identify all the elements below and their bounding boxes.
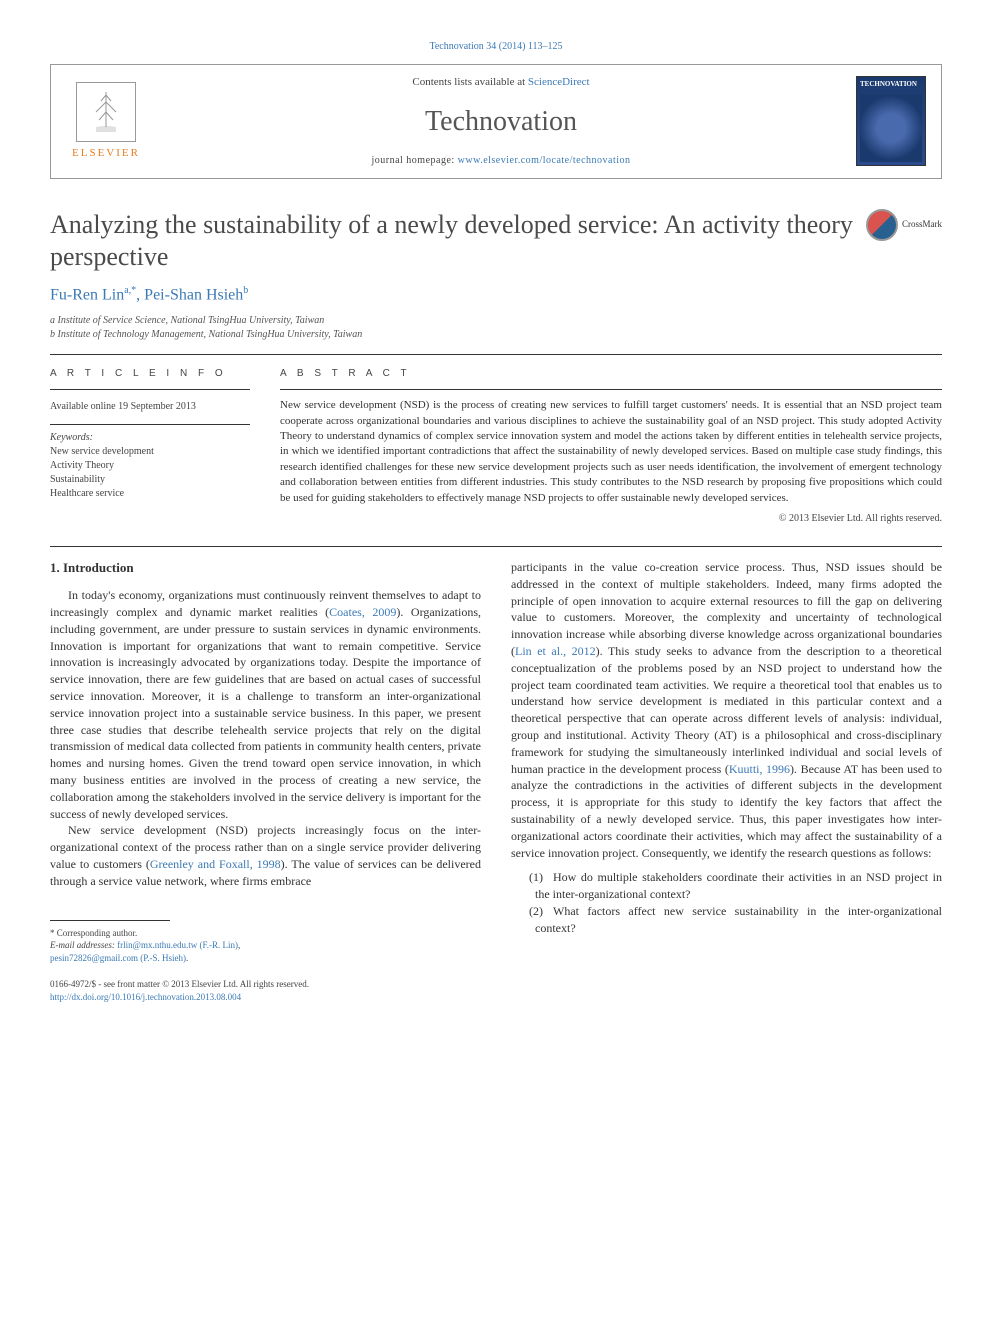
citation-coates-2009[interactable]: Coates, 2009 — [329, 605, 396, 619]
email-link-2[interactable]: pesin72826@gmail.com (P.-S. Hsieh) — [50, 953, 186, 963]
article-title: Analyzing the sustainability of a newly … — [50, 209, 854, 274]
author-2: Pei-Shan Hsieh — [144, 286, 243, 303]
journal-cover-thumbnail: TECHNOVATION — [856, 76, 926, 166]
journal-homepage-line: journal homepage: www.elsevier.com/locat… — [146, 154, 856, 168]
issn-copyright-line: 0166-4972/$ - see front matter © 2013 El… — [50, 978, 481, 991]
corresponding-author-block: * Corresponding author. E-mail addresses… — [50, 920, 481, 1004]
publisher-name: ELSEVIER — [72, 146, 140, 161]
cover-title: TECHNOVATION — [860, 80, 922, 90]
rule-bottom — [50, 546, 942, 547]
author-1-sup: a,* — [124, 285, 136, 296]
abstract-copyright: © 2013 Elsevier Ltd. All rights reserved… — [280, 512, 942, 526]
email-label: E-mail addresses: — [50, 940, 117, 950]
rq1-number: (1) — [511, 869, 543, 886]
sciencedirect-link[interactable]: ScienceDirect — [528, 76, 590, 88]
elsevier-tree-icon — [76, 82, 136, 142]
affiliation-b: b Institute of Technology Management, Na… — [50, 328, 942, 342]
rule-top — [50, 354, 942, 355]
body-paragraph-1: In today's economy, organizations must c… — [50, 587, 481, 822]
homepage-prefix: journal homepage: — [371, 155, 457, 166]
cover-image — [860, 94, 922, 162]
contents-available-line: Contents lists available at ScienceDirec… — [146, 75, 856, 90]
rq2-number: (2) — [511, 903, 543, 920]
keywords-label: Keywords: — [50, 431, 250, 445]
publisher-logo: ELSEVIER — [66, 76, 146, 166]
research-question-2: (2)What factors affect new service susta… — [511, 903, 942, 937]
crossmark-widget[interactable]: CrossMark — [866, 209, 942, 241]
article-body: 1. Introduction In today's economy, orga… — [50, 559, 942, 1004]
author-1: Fu-Ren Lin — [50, 286, 124, 303]
journal-name: Technovation — [146, 102, 856, 141]
abstract-heading: A B S T R A C T — [280, 367, 942, 381]
research-question-1: (1)How do multiple stakeholders coordina… — [511, 869, 942, 903]
journal-header-box: ELSEVIER Contents lists available at Sci… — [50, 64, 942, 179]
email-addresses: E-mail addresses: frlin@mx.nthu.edu.tw (… — [50, 939, 481, 964]
body-paragraph-3: participants in the value co-creation se… — [511, 559, 942, 861]
abstract-text: New service development (NSD) is the pro… — [280, 398, 942, 506]
article-info-column: A R T I C L E I N F O Available online 1… — [50, 367, 250, 526]
available-online-date: Available online 19 September 2013 — [50, 396, 250, 418]
crossmark-icon — [866, 209, 898, 241]
author-2-sup: b — [243, 285, 248, 296]
authors-line: Fu-Ren Lina,*, Pei-Shan Hsiehb — [50, 284, 942, 307]
contents-prefix: Contents lists available at — [412, 76, 527, 88]
email-link-1[interactable]: frlin@mx.nthu.edu.tw (F.-R. Lin) — [117, 940, 238, 950]
article-info-heading: A R T I C L E I N F O — [50, 367, 250, 381]
keywords-list: New service development Activity Theory … — [50, 445, 250, 501]
doi-link[interactable]: http://dx.doi.org/10.1016/j.technovation… — [50, 992, 241, 1002]
citation-kuutti-1996[interactable]: Kuutti, 1996 — [729, 762, 790, 776]
corresponding-author-note: * Corresponding author. — [50, 927, 481, 940]
crossmark-label: CrossMark — [902, 218, 942, 231]
research-questions-list: (1)How do multiple stakeholders coordina… — [511, 869, 942, 936]
citation-header: Technovation 34 (2014) 113–125 — [50, 40, 942, 54]
affiliations: a Institute of Service Science, National… — [50, 314, 942, 342]
section-1-heading: 1. Introduction — [50, 559, 481, 577]
affiliation-a: a Institute of Service Science, National… — [50, 314, 942, 328]
citation-greenley-foxall-1998[interactable]: Greenley and Foxall, 1998 — [150, 857, 281, 871]
journal-homepage-link[interactable]: www.elsevier.com/locate/technovation — [458, 155, 631, 166]
citation-lin-2012[interactable]: Lin et al., 2012 — [515, 644, 596, 658]
abstract-column: A B S T R A C T New service development … — [280, 367, 942, 526]
body-paragraph-2: New service development (NSD) projects i… — [50, 822, 481, 889]
